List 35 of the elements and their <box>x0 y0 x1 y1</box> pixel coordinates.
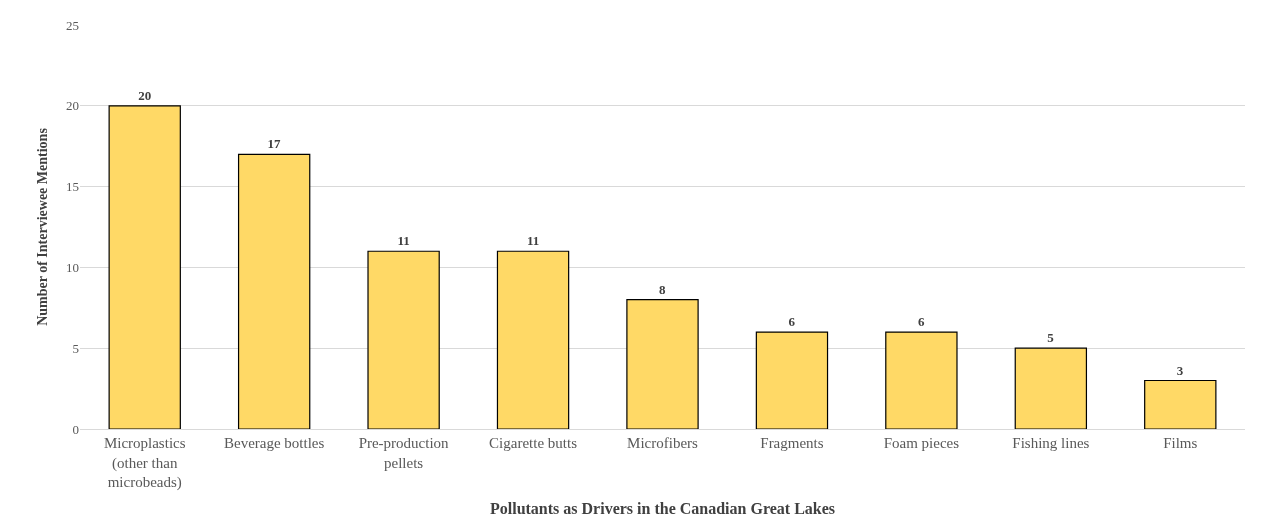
data-label: 11 <box>397 233 410 249</box>
y-axis-title: Number of Interviewee Mentions <box>34 127 50 326</box>
bar <box>496 250 570 429</box>
y-tick-label: 20 <box>66 98 79 114</box>
bar <box>1014 347 1088 429</box>
x-axis-title: Pollutants as Drivers in the Canadian Great Lakes <box>489 499 836 517</box>
bar <box>367 250 440 429</box>
y-tick-label: 10 <box>66 259 79 275</box>
x-tick-label: Cigarette butts <box>489 435 578 451</box>
x-tick-label: Pre-production pellets <box>358 435 450 471</box>
data-label: 8 <box>659 281 666 297</box>
data-label: 3 <box>1176 362 1184 378</box>
x-tick-label: Fishing lines <box>1012 435 1090 451</box>
x-tick-label: Fragments <box>760 435 824 451</box>
bar <box>108 105 181 429</box>
y-tick-label: 0 <box>72 421 79 437</box>
x-tick-label: Microfibers <box>627 435 699 451</box>
bar <box>626 299 699 429</box>
y-tick-label: 15 <box>66 179 79 195</box>
x-tick-label: Beverage bottles <box>223 435 325 451</box>
data-label: 6 <box>917 314 925 330</box>
bar <box>237 153 311 429</box>
data-label: 20 <box>138 87 152 103</box>
x-tick-label: Microplastics (other than microbeads) <box>103 435 186 491</box>
bar <box>755 331 829 429</box>
data-label: 6 <box>788 314 796 330</box>
x-tick-label: Films <box>1163 435 1198 451</box>
x-tick-label: Foam pieces <box>883 435 960 451</box>
data-label: 17 <box>267 136 281 152</box>
bar <box>885 331 958 429</box>
y-tick-label: 25 <box>66 17 79 33</box>
data-label: 5 <box>1047 330 1055 346</box>
y-tick-label: 5 <box>72 340 79 356</box>
data-label: 11 <box>526 233 540 249</box>
bar <box>1144 379 1217 429</box>
